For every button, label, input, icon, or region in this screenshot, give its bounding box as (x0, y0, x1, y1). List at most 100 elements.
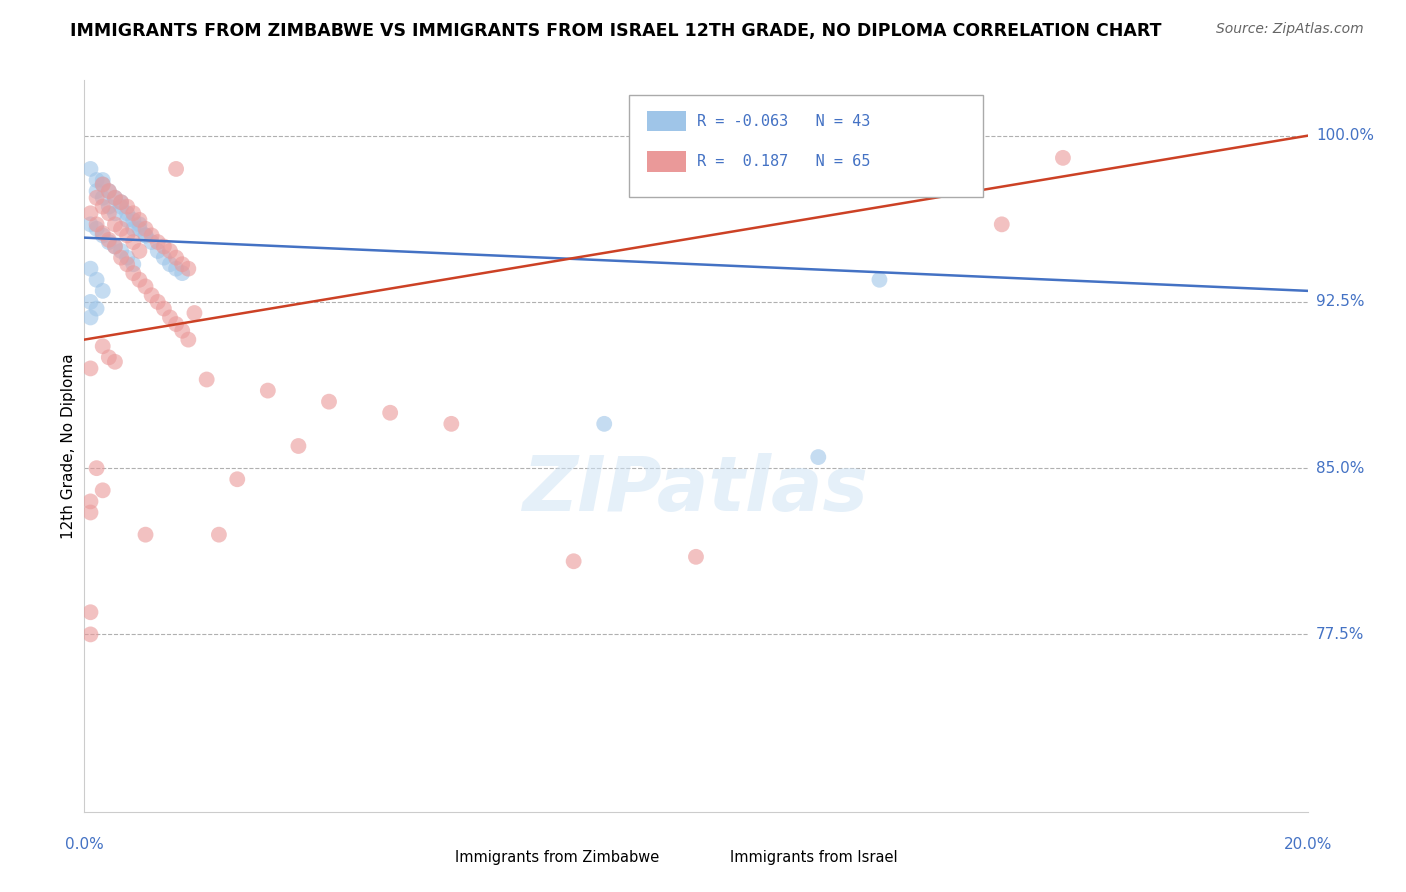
Point (153, 239, 176, 253)
Point (226, 472, 249, 486)
Text: IMMIGRANTS FROM ZIMBABWE VS IMMIGRANTS FROM ISRAEL 12TH GRADE, NO DIPLOMA CORREL: IMMIGRANTS FROM ZIMBABWE VS IMMIGRANTS F… (70, 22, 1161, 40)
Text: ZIPatlas: ZIPatlas (523, 453, 869, 527)
Point (128, 244, 150, 258)
FancyBboxPatch shape (647, 111, 686, 131)
Point (177, 333, 200, 347)
Point (172, 257, 194, 271)
Point (122, 206, 145, 220)
Point (86, 191, 108, 205)
Point (91, 284, 114, 298)
Point (165, 161, 187, 176)
Point (110, 195, 132, 210)
Point (97, 351, 120, 365)
Text: Source: ZipAtlas.com: Source: ZipAtlas.com (1216, 22, 1364, 37)
Point (104, 191, 127, 205)
FancyBboxPatch shape (683, 847, 723, 867)
Text: 20.0%: 20.0% (1284, 837, 1331, 852)
Point (869, 273, 891, 287)
Point (115, 257, 138, 271)
Point (165, 317, 187, 331)
Point (135, 228, 157, 243)
Point (86, 184, 108, 198)
Point (685, 549, 707, 564)
Point (104, 191, 127, 205)
Point (153, 251, 176, 265)
Y-axis label: 12th Grade, No Diploma: 12th Grade, No Diploma (60, 353, 76, 539)
Point (79, 627, 101, 641)
Point (91, 191, 114, 205)
Point (128, 221, 150, 235)
Point (128, 213, 150, 227)
Point (183, 306, 205, 320)
Point (146, 235, 169, 249)
Point (807, 450, 830, 464)
Point (135, 221, 157, 235)
Point (110, 200, 132, 214)
Point (91, 226, 114, 240)
Text: 77.5%: 77.5% (1316, 627, 1364, 642)
Point (110, 195, 132, 210)
Point (97, 200, 120, 214)
Point (97, 233, 120, 247)
Point (79, 294, 101, 309)
Point (122, 257, 145, 271)
Point (79, 605, 101, 619)
Point (91, 178, 114, 192)
Point (91, 339, 114, 353)
Point (115, 228, 138, 243)
Point (79, 361, 101, 376)
Point (115, 206, 138, 220)
Point (79, 218, 101, 232)
Point (593, 417, 616, 431)
Point (91, 173, 114, 187)
Text: 0.0%: 0.0% (65, 837, 104, 852)
Point (79, 161, 101, 176)
Point (128, 273, 150, 287)
Point (97, 206, 120, 220)
Point (562, 554, 585, 568)
Point (79, 261, 101, 276)
Point (380, 406, 402, 420)
Text: R =  0.187   N = 65: R = 0.187 N = 65 (697, 154, 870, 169)
FancyBboxPatch shape (409, 847, 447, 867)
Point (91, 483, 114, 498)
Point (79, 310, 101, 325)
Point (86, 173, 108, 187)
Point (86, 273, 108, 287)
Point (79, 494, 101, 508)
Point (128, 218, 150, 232)
Point (172, 266, 194, 280)
Point (153, 301, 176, 316)
Text: Immigrants from Israel: Immigrants from Israel (730, 849, 898, 864)
Point (86, 301, 108, 316)
Point (165, 251, 187, 265)
Point (1052, 151, 1074, 165)
Point (91, 178, 114, 192)
Point (104, 206, 127, 220)
Text: 92.5%: 92.5% (1316, 294, 1364, 310)
Point (135, 279, 157, 293)
Point (86, 218, 108, 232)
Point (135, 228, 157, 243)
Point (110, 244, 132, 258)
Text: Immigrants from Zimbabwe: Immigrants from Zimbabwe (456, 849, 659, 864)
Point (146, 244, 169, 258)
Point (115, 251, 138, 265)
Point (122, 213, 145, 227)
Point (97, 184, 120, 198)
Point (104, 239, 127, 253)
Point (287, 439, 309, 453)
Point (177, 261, 200, 276)
Point (97, 184, 120, 198)
Point (141, 288, 163, 302)
Text: 100.0%: 100.0% (1316, 128, 1374, 144)
Point (135, 527, 157, 541)
Point (104, 218, 127, 232)
Point (172, 324, 194, 338)
Point (159, 310, 181, 325)
Point (104, 355, 127, 369)
Point (440, 417, 463, 431)
Point (79, 506, 101, 520)
Point (165, 261, 187, 276)
Text: 85.0%: 85.0% (1316, 460, 1364, 475)
